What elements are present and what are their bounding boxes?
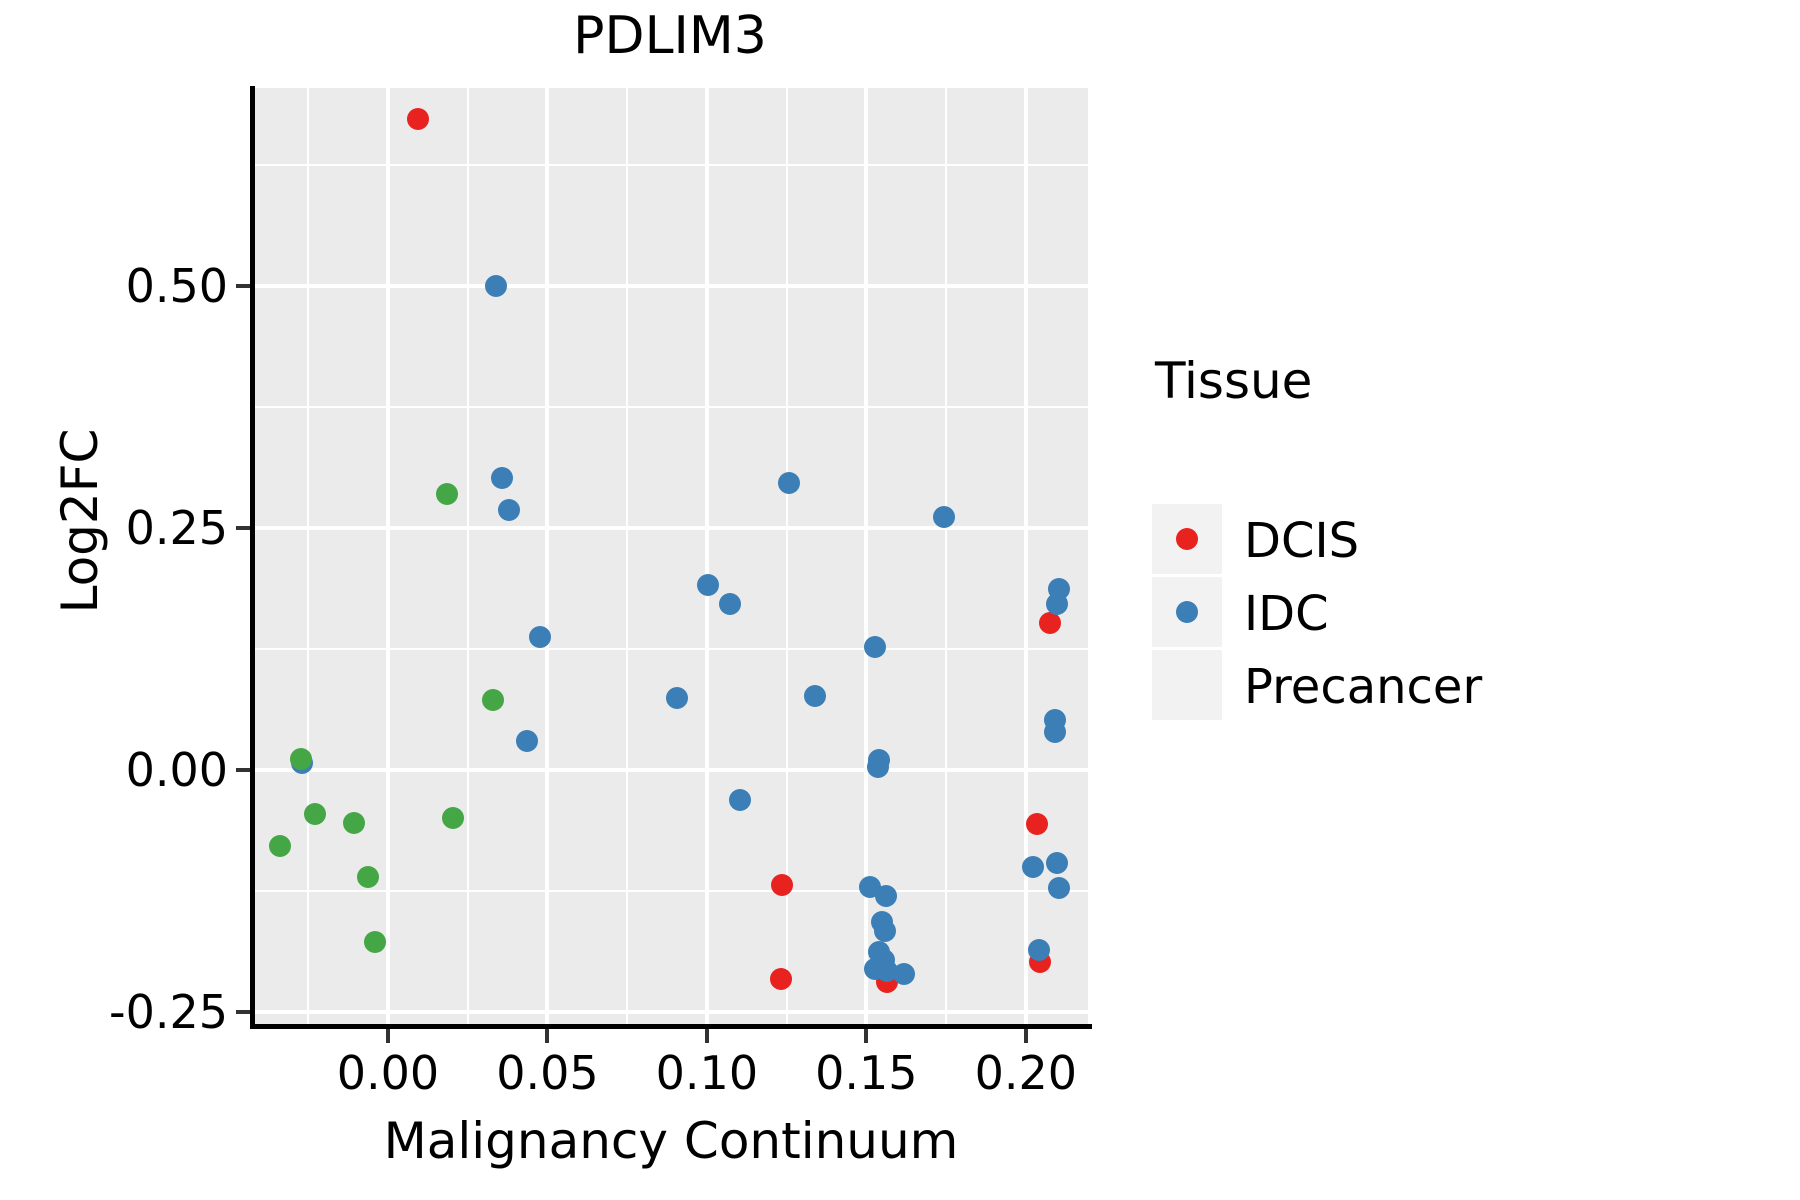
y-tick-mark [236, 768, 250, 773]
scatter-point [1048, 876, 1071, 899]
scatter-point [484, 275, 507, 298]
gridline-y-minor [254, 406, 1088, 409]
gridline-x-major [864, 88, 869, 1024]
scatter-point [363, 930, 386, 953]
gridline-y-minor [254, 164, 1088, 167]
legend-label: Precancer [1244, 658, 1483, 715]
x-tick-label: 0.00 [336, 1046, 440, 1100]
legend-key-box [1152, 650, 1222, 720]
scatter-point [1025, 812, 1048, 835]
y-axis-line [250, 86, 255, 1028]
scatter-points-layer [254, 88, 1088, 1024]
plot-panel [254, 88, 1088, 1024]
x-tick-mark [545, 1029, 550, 1043]
legend-item[interactable]: DCIS [1152, 504, 1672, 577]
x-axis-line [250, 1024, 1092, 1029]
scatter-point [778, 471, 801, 494]
scatter-point [875, 885, 898, 908]
scatter-point [932, 505, 955, 528]
scatter-point [718, 592, 741, 615]
gridline-x-minor [626, 88, 629, 1024]
gridline-x-minor [307, 88, 310, 1024]
x-tick-label: 0.10 [655, 1046, 759, 1100]
scatter-point [697, 573, 720, 596]
gridline-y-major [254, 526, 1088, 531]
scatter-point [769, 967, 792, 990]
scatter-point [1021, 856, 1044, 879]
scatter-point [290, 747, 313, 770]
scatter-point [481, 688, 504, 711]
gridline-y-major [254, 768, 1088, 773]
x-tick-mark [704, 1029, 709, 1043]
scatter-point [803, 684, 826, 707]
gridline-x-major [385, 88, 390, 1024]
y-tick-mark [236, 1010, 250, 1015]
page-title: PDLIM3 [573, 6, 767, 66]
gridline-y-minor [254, 648, 1088, 651]
y-tick-label: 0.00 [125, 743, 228, 798]
x-tick-label: 0.15 [815, 1046, 918, 1100]
scatter-point [442, 806, 465, 829]
scatter-point [1038, 612, 1061, 635]
scatter-point [357, 865, 380, 888]
legend-label: DCIS [1244, 512, 1360, 569]
y-tick-label: -0.25 [108, 985, 228, 1040]
y-axis-title: Log2FC [51, 428, 109, 614]
scatter-point [435, 482, 458, 505]
gridline-x-minor [466, 88, 469, 1024]
scatter-point [407, 107, 430, 130]
x-tick-mark [385, 1029, 390, 1043]
legend-key-box [1152, 504, 1222, 574]
gridline-x-minor [785, 88, 788, 1024]
scatter-point [729, 789, 752, 812]
x-tick-mark [1023, 1029, 1028, 1043]
y-tick-label: 0.25 [125, 501, 228, 556]
legend-key-dot [1176, 528, 1198, 550]
scatter-point [770, 873, 793, 896]
gridline-x-major [1023, 88, 1028, 1024]
gridline-x-major [545, 88, 550, 1024]
legend-label: IDC [1244, 585, 1329, 642]
gridline-y-minor [254, 890, 1088, 893]
gridline-y-major [254, 284, 1088, 289]
scatter-point [268, 834, 291, 857]
x-axis-title: Malignancy Continuum [383, 1112, 959, 1170]
scatter-point [1046, 592, 1069, 615]
scatter-point [867, 756, 890, 779]
legend-title: Tissue [1155, 352, 1313, 410]
scatter-point [491, 467, 514, 490]
x-tick-label: 0.20 [974, 1046, 1078, 1100]
scatter-point [876, 959, 899, 982]
scatter-point [864, 635, 887, 658]
scatter-point [529, 625, 552, 648]
scatter-point [892, 962, 915, 985]
scatter-point [665, 686, 688, 709]
scatter-point [1028, 939, 1051, 962]
legend-item[interactable]: Precancer [1152, 650, 1672, 723]
y-tick-mark [236, 284, 250, 289]
scatter-point [498, 499, 521, 522]
legend-item[interactable]: IDC [1152, 577, 1672, 650]
scatter-point [873, 920, 896, 943]
legend-key-dot [1176, 674, 1198, 696]
scatter-point [1043, 720, 1066, 743]
gridline-x-minor [945, 88, 948, 1024]
x-tick-label: 0.05 [496, 1046, 599, 1100]
scatter-point [304, 802, 327, 825]
scatter-point [343, 811, 366, 834]
x-tick-mark [864, 1029, 869, 1043]
scatter-point [515, 730, 538, 753]
legend-key-dot [1176, 601, 1198, 623]
gridline-y-major [254, 1010, 1088, 1015]
y-tick-mark [236, 526, 250, 531]
scatter-point [1046, 852, 1069, 875]
y-tick-label: 0.50 [125, 259, 228, 314]
legend-key-box [1152, 577, 1222, 647]
gridline-x-major [704, 88, 709, 1024]
grid-layer [254, 88, 1088, 1024]
